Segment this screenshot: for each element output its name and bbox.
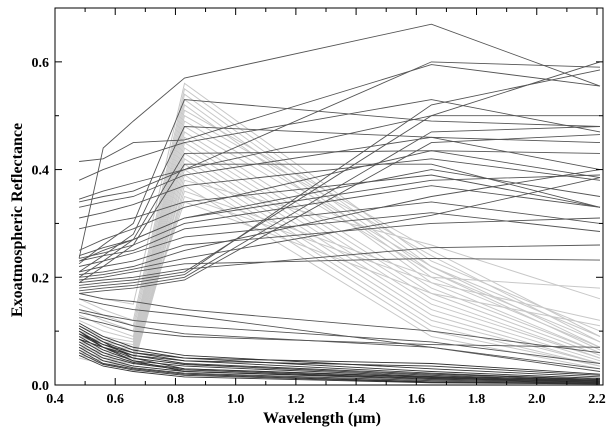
x-tick-label: 1.8: [468, 392, 486, 407]
x-tick-label: 0.4: [46, 392, 64, 407]
water-spectrum-line-65: [78, 346, 601, 384]
soil-spectrum-line-12: [79, 212, 601, 267]
soil-spectrum-line-13: [79, 217, 601, 273]
x-tick-label: 0.8: [167, 392, 185, 407]
soil-spectrum-line-5: [79, 136, 601, 208]
y-axis-title: Exoatmospheric Reflectance: [9, 123, 26, 317]
soil-spectrum-line-3: [78, 99, 601, 181]
soil-spectrum-line-28: [79, 292, 601, 354]
x-tick-label: 1.4: [347, 392, 365, 407]
y-tick-label: 0.6: [32, 56, 50, 71]
soil-spectrum-line-2: [79, 64, 601, 162]
water-spectrum-line-69: [78, 333, 601, 375]
soil-spectrum-line-24: [78, 150, 601, 278]
x-tick-label: 1.6: [408, 392, 426, 407]
soil-spectrum-line-10: [79, 185, 601, 259]
vegetation-spectrum-line-52: [78, 179, 601, 362]
soil-spectrum-line-27: [78, 174, 601, 262]
tick-layer: 0.4 0.6 0.8 1.0 1.2 1.4 1.6 1.8 2.0 2.2 0.0 0.2 0.4 0…: [32, 8, 606, 407]
soil-spectrum-line-11: [79, 201, 601, 262]
water-spectrum-line-57: [78, 325, 601, 379]
soil-spectrum-line-31: [79, 311, 601, 372]
soil-spectrum-line-18: [79, 61, 601, 286]
x-tick-label: 0.6: [106, 392, 124, 407]
soil-spectrum-line-8: [78, 150, 601, 251]
series-layer: [78, 23, 601, 385]
y-tick-label: 0.2: [32, 271, 50, 286]
soil-spectrum-line-14: [79, 169, 601, 276]
water-spectrum-line-67: [78, 352, 601, 384]
soil-spectrum-line-6: [79, 158, 601, 219]
y-tick-label: 0.4: [32, 164, 50, 179]
soil-spectrum-line-19: [79, 69, 601, 289]
soil-spectrum-line-23: [78, 126, 601, 273]
soil-spectrum-line-20: [79, 126, 601, 292]
y-tick-label: 0.0: [32, 379, 50, 394]
water-spectrum-line-68: [78, 354, 601, 385]
vegetation-spectrum-line-38: [78, 109, 601, 340]
x-tick-label: 2.0: [528, 392, 546, 407]
soil-spectrum-line-1: [78, 23, 601, 259]
soil-spectrum-line-17: [79, 244, 601, 284]
water-spectrum-line-72: [78, 330, 601, 382]
soil-spectrum-line-32: [79, 317, 601, 348]
soil-spectrum-line-21: [79, 134, 601, 294]
vegetation-spectrum-line-55: [78, 201, 601, 348]
x-tick-label: 1.2: [287, 392, 305, 407]
water-spectrum-line-71: [78, 328, 601, 381]
vegetation-spectrum-line-46: [78, 152, 601, 362]
soil-spectrum-line-16: [79, 257, 601, 281]
x-tick-label: 2.2: [588, 392, 606, 407]
x-tick-label: 1.0: [227, 392, 245, 407]
vegetation-spectrum-line-37: [78, 104, 601, 354]
soil-spectrum-line-25: [78, 163, 601, 284]
soil-spectrum-line-22: [78, 99, 601, 265]
plot-frame: [54, 7, 604, 386]
vegetation-spectrum-line-40: [78, 120, 601, 348]
soil-spectrum-line-26: [78, 61, 601, 200]
soil-spectrum-line-7: [79, 174, 601, 230]
water-spectrum-line-64: [78, 344, 601, 383]
water-spectrum-line-56: [78, 322, 601, 378]
water-spectrum-line-62: [78, 338, 601, 382]
soil-spectrum-line-15: [79, 177, 601, 278]
x-axis-title: Wavelength (μm): [263, 410, 381, 427]
water-spectrum-line-70: [78, 338, 601, 376]
vegetation-spectrum-line-44: [78, 141, 601, 359]
